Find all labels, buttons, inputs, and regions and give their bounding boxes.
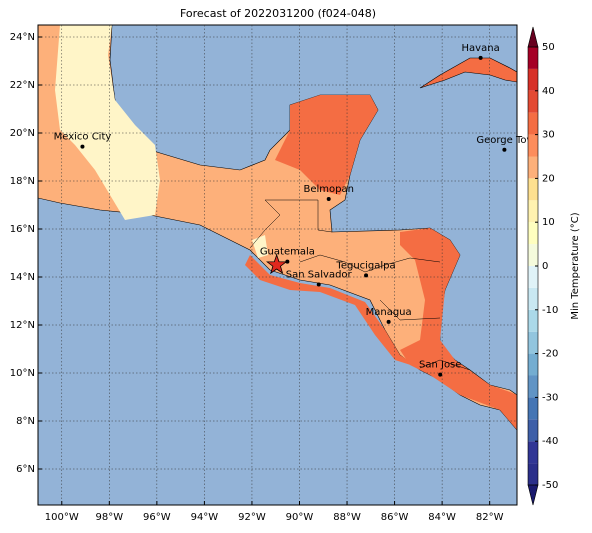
y-tick-label: 24°N [10, 32, 35, 43]
colorbar-band [528, 331, 538, 354]
colorbar-band [528, 134, 538, 157]
colorbar-band [528, 309, 538, 332]
warm-zone [400, 228, 517, 430]
x-tick-label: 94°W [191, 512, 219, 523]
colorbar-band [528, 463, 538, 485]
colorbar-tick-label: 40 [542, 86, 555, 97]
city-dot [80, 144, 85, 149]
warm-zone [245, 255, 420, 368]
cuba [419, 57, 517, 89]
y-tick-label: 18°N [10, 176, 35, 187]
city-label: Mexico City [54, 132, 112, 143]
border [299, 254, 441, 273]
colorbar-band [528, 397, 538, 420]
y-tick-label: 20°N [10, 128, 35, 139]
city-label: George Tov [476, 135, 532, 146]
colorbar-tick-label: 20 [542, 173, 555, 184]
x-tick-label: 96°W [143, 512, 171, 523]
colorbar-tick-label: -10 [542, 305, 558, 316]
city-label: Tegucigalpa [335, 260, 395, 271]
city-label: Guatemala [260, 247, 315, 258]
colorbar-band [528, 441, 538, 464]
x-tick-label: 82°W [476, 512, 504, 523]
x-tick-label: 98°W [96, 512, 124, 523]
y-tick-label: 16°N [10, 224, 35, 235]
colorbar-band [528, 156, 538, 179]
border [265, 199, 333, 233]
colorbar-band [528, 244, 538, 266]
city-dot [478, 55, 483, 60]
x-tick-label: 100°W [45, 512, 79, 523]
star-marker [265, 253, 288, 275]
colorbar-band [528, 419, 538, 442]
city-dot [316, 282, 321, 287]
colorbar-tick-label: 10 [542, 217, 555, 228]
map-title: Forecast of 2022031200 (f024-048) [180, 7, 376, 20]
colorbar-tick-label: 0 [542, 261, 548, 272]
x-tick-label: 88°W [333, 512, 361, 523]
colorbar-tick-label: -50 [542, 480, 558, 491]
land-layer [38, 25, 517, 431]
x-tick-label: 84°W [428, 512, 456, 523]
city-dot [502, 147, 507, 152]
colorbar-tick-label: -20 [542, 349, 558, 360]
city-label: San Salvador [286, 269, 353, 280]
border [379, 299, 441, 321]
colorbar-band [528, 90, 538, 113]
x-tick-label: 86°W [381, 512, 409, 523]
colorbar-band [528, 266, 538, 288]
city-dot [364, 273, 369, 278]
border [419, 359, 471, 371]
colorbar-extend [527, 484, 539, 506]
x-tick-label: 90°W [286, 512, 314, 523]
colorbar-tick-label: 50 [542, 42, 555, 53]
border [249, 199, 281, 249]
colorbar-band [528, 375, 538, 398]
city-label: Belmopan [303, 184, 353, 195]
y-tick-label: 6°N [16, 464, 35, 475]
colorbar-band [528, 200, 538, 223]
city-dot [438, 372, 443, 377]
y-tick-label: 10°N [10, 368, 35, 379]
colorbar-tick-label: -30 [542, 392, 558, 403]
city-dot [326, 197, 331, 201]
city-label: San Jose [419, 360, 461, 371]
colorbar-extend [527, 26, 539, 48]
city-label: Havana [462, 43, 500, 54]
y-tick-label: 14°N [10, 272, 35, 283]
colorbar-tick-label: -40 [542, 436, 558, 447]
colorbar-band [528, 68, 538, 91]
y-tick-label: 8°N [16, 416, 35, 427]
colorbar-band [528, 222, 538, 245]
city-dot [386, 319, 391, 324]
city-dot [285, 259, 290, 264]
y-tick-label: 22°N [10, 80, 35, 91]
highland-zone [55, 25, 160, 220]
colorbar-tick-label: 30 [542, 130, 555, 141]
map-frame [37, 24, 518, 506]
y-tick-label: 12°N [10, 320, 35, 331]
warm-zone [275, 95, 378, 195]
colorbar-band [528, 353, 538, 376]
city-label: Managua [366, 307, 412, 318]
colorbar-band [528, 287, 538, 310]
colorbar-band [528, 47, 538, 69]
colorbar-band [528, 112, 538, 135]
x-tick-label: 92°W [238, 512, 266, 523]
colorbar-label: Min Temperature (°C) [570, 212, 581, 319]
colorbar-band [528, 178, 538, 201]
